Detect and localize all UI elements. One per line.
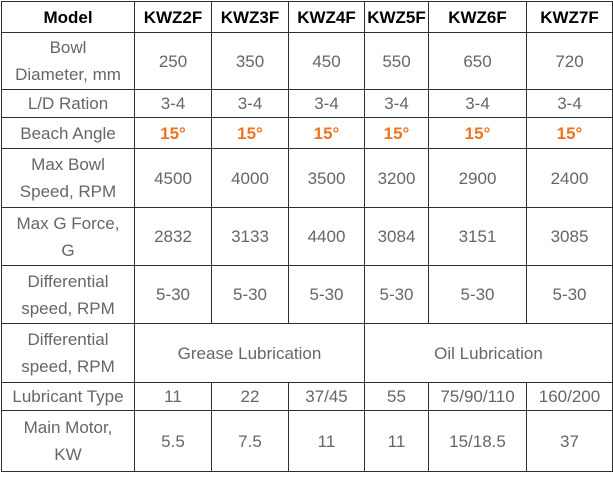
spec-cell: 15° <box>364 117 429 149</box>
spec-cell: 3-4 <box>288 89 365 118</box>
spec-cell: 11 <box>364 410 429 472</box>
spec-cell: 2400 <box>526 148 613 208</box>
spec-cell: 720 <box>526 32 613 90</box>
column-header-kwz3f: KWZ3F <box>211 1 289 33</box>
spec-cell: 5.5 <box>134 410 212 472</box>
spec-cell: 4400 <box>288 207 365 266</box>
column-header-kwz7f: KWZ7F <box>526 1 613 33</box>
spec-cell: 250 <box>134 32 212 90</box>
spec-cell: 5-30 <box>288 265 365 324</box>
spec-cell: 3200 <box>364 148 429 208</box>
column-header-model: Model <box>1 1 135 33</box>
spec-cell: 37 <box>526 410 613 472</box>
spec-cell: 2832 <box>134 207 212 266</box>
spec-cell: 15/18.5 <box>428 410 527 472</box>
column-header-kwz4f: KWZ4F <box>288 1 365 33</box>
spec-cell: 15° <box>428 117 527 149</box>
row-label-max-g-force: Max G Force, G <box>1 207 135 266</box>
table-row-lubricant-type: Lubricant Type 11 22 37/45 55 75/90/110 … <box>1 382 613 411</box>
spec-cell: 15° <box>288 117 365 149</box>
row-label-differential-speed: Differential speed, RPM <box>1 265 135 324</box>
spec-cell: 4000 <box>211 148 289 208</box>
table-row-max-bowl-speed: Max Bowl Speed, RPM 4500 4000 3500 3200 … <box>1 148 613 208</box>
spec-cell: 160/200 <box>526 382 613 411</box>
spec-cell: 450 <box>288 32 365 90</box>
spec-cell: 3084 <box>364 207 429 266</box>
spec-cell: 3500 <box>288 148 365 208</box>
row-label-beach-angle: Beach Angle <box>1 117 135 149</box>
table-row-ld-ration: L/D Ration 3-4 3-4 3-4 3-4 3-4 3-4 <box>1 89 613 118</box>
spec-cell: 5-30 <box>211 265 289 324</box>
spec-cell-grease-lubrication: Grease Lubrication <box>134 323 365 383</box>
spec-cell: 3-4 <box>364 89 429 118</box>
table-row-lubrication-type: Differential speed, RPM Grease Lubricati… <box>1 323 613 383</box>
spec-cell: 3-4 <box>134 89 212 118</box>
spec-cell: 3133 <box>211 207 289 266</box>
spec-cell: 3-4 <box>428 89 527 118</box>
header-row: Model KWZ2F KWZ3F KWZ4F KWZ5F KWZ6F KWZ7… <box>1 1 613 33</box>
column-header-kwz6f: KWZ6F <box>428 1 527 33</box>
spec-cell: 22 <box>211 382 289 411</box>
row-label-main-motor: Main Motor, KW <box>1 410 135 472</box>
row-label-max-bowl-speed: Max Bowl Speed, RPM <box>1 148 135 208</box>
row-label-ld-ration: L/D Ration <box>1 89 135 118</box>
spec-cell: 3-4 <box>526 89 613 118</box>
spec-cell: 3151 <box>428 207 527 266</box>
spec-cell: 3085 <box>526 207 613 266</box>
spec-cell-oil-lubrication: Oil Lubrication <box>364 323 613 383</box>
spec-cell: 2900 <box>428 148 527 208</box>
spec-cell: 650 <box>428 32 527 90</box>
column-header-kwz5f: KWZ5F <box>364 1 429 33</box>
table-row-bowl-diameter: Bowl Diameter, mm 250 350 450 550 650 72… <box>1 32 613 90</box>
spec-cell: 4500 <box>134 148 212 208</box>
spec-cell: 11 <box>288 410 365 472</box>
row-label-differential-speed-2: Differential speed, RPM <box>1 323 135 383</box>
spec-cell: 75/90/110 <box>428 382 527 411</box>
spec-cell: 15° <box>211 117 289 149</box>
spec-cell: 5-30 <box>364 265 429 324</box>
spec-cell: 350 <box>211 32 289 90</box>
spec-cell: 11 <box>134 382 212 411</box>
spec-cell: 15° <box>526 117 613 149</box>
spec-cell: 5-30 <box>526 265 613 324</box>
spec-cell: 15° <box>134 117 212 149</box>
spec-cell: 3-4 <box>211 89 289 118</box>
spec-cell: 5-30 <box>428 265 527 324</box>
column-header-kwz2f: KWZ2F <box>134 1 212 33</box>
table-row-beach-angle: Beach Angle 15° 15° 15° 15° 15° 15° <box>1 117 613 149</box>
row-label-bowl-diameter: Bowl Diameter, mm <box>1 32 135 90</box>
spec-cell: 5-30 <box>134 265 212 324</box>
row-label-lubricant-type: Lubricant Type <box>1 382 135 411</box>
spec-cell: 37/45 <box>288 382 365 411</box>
table-row-main-motor: Main Motor, KW 5.5 7.5 11 11 15/18.5 37 <box>1 410 613 472</box>
table-row-differential-speed: Differential speed, RPM 5-30 5-30 5-30 5… <box>1 265 613 324</box>
spec-cell: 55 <box>364 382 429 411</box>
table-row-max-g-force: Max G Force, G 2832 3133 4400 3084 3151 … <box>1 207 613 266</box>
spec-cell: 550 <box>364 32 429 90</box>
centrifuge-spec-table: Model KWZ2F KWZ3F KWZ4F KWZ5F KWZ6F KWZ7… <box>1 1 613 472</box>
spec-cell: 7.5 <box>211 410 289 472</box>
